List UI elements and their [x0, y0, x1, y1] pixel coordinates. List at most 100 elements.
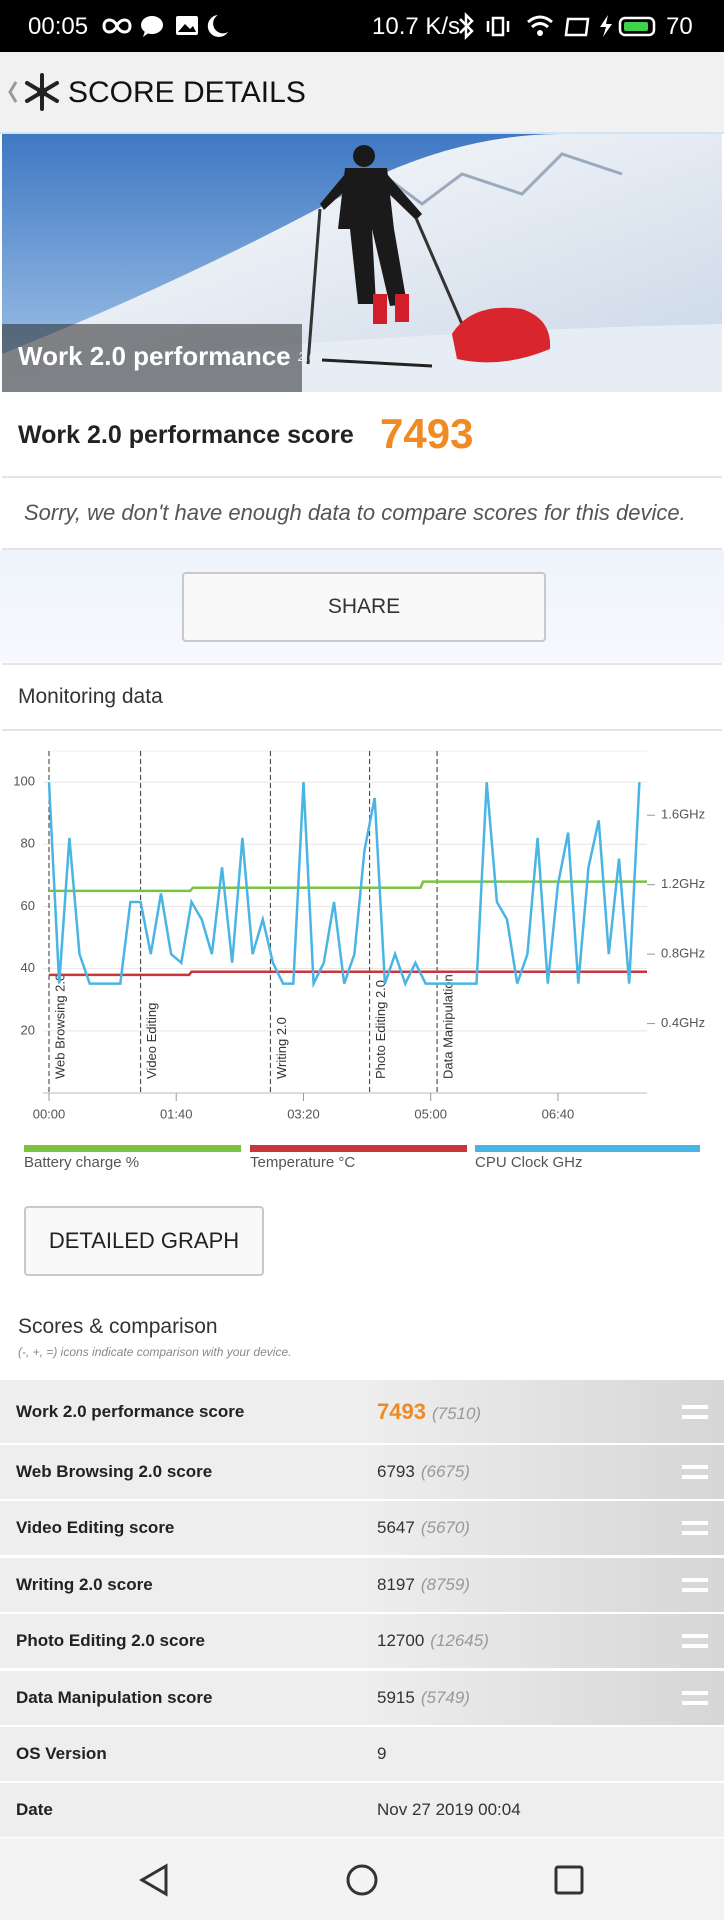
divider: [2, 729, 722, 731]
row-label: Date: [16, 1800, 53, 1820]
equal-icon: [682, 1634, 708, 1639]
row-label: Web Browsing 2.0 score: [16, 1462, 213, 1481]
monitoring-title: Monitoring data: [18, 685, 163, 708]
value-cell: 7493 (7510): [362, 1380, 724, 1443]
row-label: Data Manipulation score: [16, 1687, 213, 1707]
y-tick-label: 100: [13, 774, 35, 789]
hero-title: Work 2.0 performance: [18, 341, 291, 371]
score-label: Work 2.0 performance score: [18, 421, 354, 449]
legend-swatch: [250, 1145, 467, 1152]
row-compare: (7510): [431, 1403, 482, 1423]
x-tick-label: 00:00: [33, 1106, 66, 1121]
nav-recent[interactable]: [554, 1865, 584, 1895]
detailed-graph-label: DETAILED GRAPH: [48, 1228, 240, 1253]
row-label: OS Version: [16, 1744, 107, 1763]
status-bar: 00:05 10.7 K/s 70: [0, 0, 724, 52]
status-time: 00:05: [28, 13, 89, 40]
nav-icons: [139, 1863, 584, 1897]
row-value: 5915 (5749): [377, 1688, 470, 1708]
share-button[interactable]: SHARE: [182, 572, 546, 642]
row-compare: (8759): [420, 1574, 470, 1594]
legend-swatch: [24, 1145, 241, 1152]
score-row: Web Browsing 2.0 score 6793 (6675): [0, 1445, 724, 1499]
equal-icon: [682, 1465, 708, 1469]
row-label: Video Editing score: [16, 1518, 175, 1538]
section-label: Writing 2.0: [274, 1017, 289, 1079]
section-label: Video Editing: [144, 1003, 159, 1079]
equal-icon: [682, 1690, 708, 1695]
row-label: Writing 2.0 score: [16, 1574, 153, 1594]
value-cell: 5647 (5670): [362, 1501, 724, 1556]
y-tick-label: 20: [21, 1022, 35, 1037]
row-value: 9: [377, 1744, 386, 1764]
value-cell: 12700 (12645): [362, 1614, 724, 1669]
equal-icon: [682, 1700, 708, 1705]
row-value: 12700 (12645): [377, 1631, 489, 1651]
value-cell: 6793 (6675): [362, 1445, 724, 1499]
value-cell: Nov 27 2019 00:04: [362, 1783, 724, 1838]
y-tick-label: 80: [21, 836, 35, 851]
row-score: 8197: [377, 1574, 415, 1594]
equal-icon: [682, 1587, 708, 1592]
row-value: 7493 (7510): [377, 1399, 481, 1425]
row-score: 6793: [377, 1462, 415, 1481]
score-row: Work 2.0 performance score 7493 (7510): [0, 1380, 724, 1443]
nav-home[interactable]: [346, 1864, 378, 1896]
x-tick-label: 05:00: [414, 1106, 447, 1121]
hero-image: [2, 134, 722, 392]
score-row: Data Manipulation score 5915 (5749): [0, 1670, 724, 1725]
share-area: SHARE: [0, 550, 724, 662]
status-icons-right: [459, 12, 656, 40]
scores-title: Scores & comparison: [18, 1315, 218, 1338]
equal-icon: [682, 1414, 708, 1419]
value-cell: 8197 (8759): [362, 1557, 724, 1612]
y-tick-label: 60: [21, 898, 35, 913]
score-row: Writing 2.0 score 8197 (8759): [0, 1557, 724, 1612]
y2-tick-label: 1.2GHz: [661, 876, 705, 891]
hero-version: 2.0: [298, 349, 317, 364]
row-compare: (5670): [420, 1518, 470, 1538]
nav-back[interactable]: [139, 1863, 168, 1897]
row-compare: (6675): [420, 1462, 470, 1481]
y2-tick-label: 0.4GHz: [661, 1015, 705, 1030]
value-cell: 5915 (5749): [362, 1670, 724, 1725]
equal-icon: [682, 1577, 708, 1582]
score-value: 7493: [380, 410, 474, 457]
status-icons-left: [102, 15, 228, 37]
row-compare: (12645): [430, 1631, 489, 1651]
equal-icon: [682, 1644, 708, 1649]
row-value: 5647 (5670): [377, 1518, 470, 1538]
status-speed: 10.7 K/s: [372, 13, 461, 40]
score-row: Work 2.0 performance score 7493: [2, 392, 722, 478]
notice-row: Sorry, we don't have enough data to comp…: [2, 478, 722, 550]
score-row: Photo Editing 2.0 score 12700 (12645): [0, 1614, 724, 1669]
equal-icon: [682, 1531, 708, 1536]
equal-icon: [682, 1404, 708, 1409]
scores-subtitle: (-, +, =) icons indicate comparison with…: [18, 1345, 292, 1359]
y2-tick-label: 0.8GHz: [661, 946, 705, 961]
row-value: Nov 27 2019 00:04: [377, 1800, 521, 1820]
row-score: 7493: [377, 1398, 426, 1424]
status-battery: 70: [666, 13, 693, 40]
value-cell: 9: [362, 1727, 724, 1781]
x-tick-label: 03:20: [287, 1106, 320, 1121]
row-score: 5647: [377, 1518, 415, 1538]
row-score: 5915: [377, 1687, 415, 1707]
series-line: [49, 880, 647, 893]
y-tick-label: 40: [21, 960, 35, 975]
x-tick-label: 06:40: [542, 1106, 575, 1121]
legend-label: Battery charge %: [24, 1154, 139, 1171]
share-label: SHARE: [327, 595, 401, 618]
detailed-graph-button[interactable]: DETAILED GRAPH: [24, 1206, 264, 1276]
legend-label: CPU Clock GHz: [475, 1154, 583, 1171]
row-value: 6793 (6675): [377, 1462, 470, 1482]
series-line: [47, 782, 641, 989]
score-row: Video Editing score 5647 (5670): [0, 1501, 724, 1556]
equal-icon: [682, 1475, 708, 1479]
section-label: Data Manipulation: [441, 974, 456, 1079]
x-tick-label: 01:40: [160, 1106, 193, 1121]
app-title: SCORE DETAILS: [68, 76, 306, 109]
back-snowflake-icon[interactable]: [6, 72, 62, 112]
monitoring-chart: 20 40 60 80 100 0.4GHz 0.8GHz 1.2GHz 1.6GHz 00:00…: [13, 750, 705, 1171]
